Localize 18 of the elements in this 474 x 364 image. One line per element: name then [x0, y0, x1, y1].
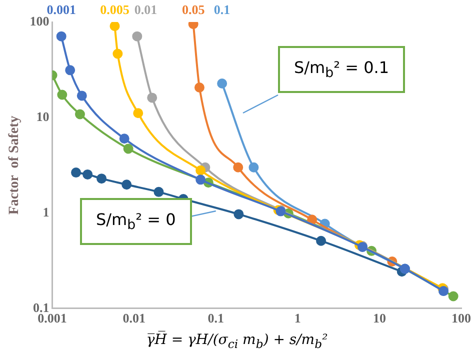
y-tick-label: 0.1	[33, 300, 50, 315]
series-label: 0.001	[46, 2, 76, 17]
series-label: 0.005	[100, 2, 130, 17]
x-tick-label: 0.01	[122, 310, 146, 326]
series-label: 0.05	[182, 2, 206, 17]
annotation: S/m$_{b}$² = 0	[80, 198, 192, 246]
y-tick-label: 1	[42, 204, 50, 220]
x-tick-label: 10	[372, 310, 386, 326]
x-tick-label: 1	[294, 310, 301, 326]
x-axis-title: γ̅H̅ = γH/(σ$_{ci}$ m$_{b}$) + s/m$_{b}$²	[145, 332, 329, 351]
x-tick-label: 0.1	[208, 310, 224, 326]
x-tick-label: 100	[452, 310, 471, 326]
y-axis-title: Factor of Safety	[7, 116, 22, 215]
text: 0.1	[214, 2, 230, 17]
annotation: S/m$_{b}$² = 0.1	[278, 46, 406, 94]
y-tick-label: 10	[36, 108, 50, 124]
series-label: 0.01	[134, 2, 158, 17]
y-tick-label: 100	[30, 13, 50, 28]
